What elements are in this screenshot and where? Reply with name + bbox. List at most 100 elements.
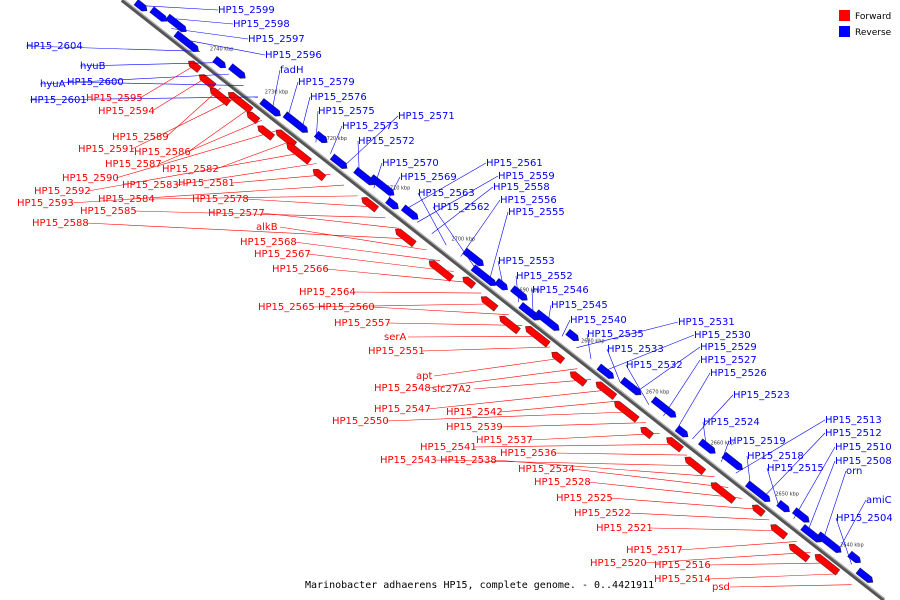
reverse-gene-label: fadH xyxy=(280,65,304,76)
reverse-gene-label: HP15_2572 xyxy=(358,136,415,147)
forward-gene-label: HP15_2567 xyxy=(254,249,311,260)
forward-gene-label: HP15_2583 xyxy=(122,180,179,191)
reverse-gene-label: HP15_2576 xyxy=(310,92,367,103)
reverse-gene-label: amiC xyxy=(866,495,892,506)
reverse-gene-label: HP15_2527 xyxy=(700,355,757,366)
reverse-gene-arrow xyxy=(619,376,642,396)
forward-gene-label: HP15_2589 xyxy=(112,132,169,143)
forward-gene-arrow xyxy=(361,197,380,213)
forward-gene-arrow xyxy=(312,168,327,182)
forward-gene-label: HP15_2591 xyxy=(78,144,135,155)
forward-leader-line xyxy=(433,459,701,467)
reverse-gene-arrow xyxy=(816,531,842,553)
reverse-gene-arrow xyxy=(744,480,771,502)
reverse-gene-label: HP15_2571 xyxy=(398,111,455,122)
forward-gene-label: slc27A2 xyxy=(432,384,471,395)
forward-gene-arrow xyxy=(569,371,588,387)
forward-leader-line xyxy=(729,584,852,588)
reverse-gene-label: HP15_2540 xyxy=(570,315,627,326)
reverse-gene-label: HP15_2532 xyxy=(626,360,683,371)
reverse-gene-arrow xyxy=(282,111,309,133)
reverse-gene-label: HP15_2515 xyxy=(767,463,824,474)
forward-gene-label: HP15_2586 xyxy=(134,147,191,158)
reverse-leader-line xyxy=(836,499,867,554)
reverse-leader-line xyxy=(25,45,201,52)
reverse-leader-line xyxy=(677,372,711,428)
reverse-leader-line xyxy=(272,69,281,109)
forward-leader-line xyxy=(387,322,523,326)
reverse-gene-label: HP15_2562 xyxy=(433,202,490,213)
reverse-leader-line xyxy=(764,432,826,497)
reverse-gene-label: HP15_2545 xyxy=(551,300,608,311)
reverse-leader-line xyxy=(66,81,244,86)
reverse-gene-label: HP15_2561 xyxy=(486,158,543,169)
genome-caption: Marinobacter adhaerens HP15, complete ge… xyxy=(305,580,654,591)
reverse-gene-arrow xyxy=(313,130,328,144)
reverse-gene-arrow xyxy=(776,499,790,513)
forward-gene-arrow xyxy=(525,326,551,348)
reverse-gene-label: HP15_2569 xyxy=(400,172,457,183)
reverse-leader-line xyxy=(497,260,505,291)
reverse-gene-arrow xyxy=(462,247,484,267)
forward-gene-arrow xyxy=(188,60,202,73)
forward-leader-line xyxy=(427,368,578,389)
reverse-leader-line xyxy=(142,5,219,11)
reverse-gene-label: orn xyxy=(846,466,862,477)
reverse-leader-line xyxy=(29,96,259,101)
reverse-gene-label: HP15_2599 xyxy=(218,5,275,16)
reverse-leader-line xyxy=(606,348,621,383)
forward-leader-line xyxy=(151,195,358,200)
forward-gene-label: HP15_2590 xyxy=(62,173,119,184)
forward-leader-line xyxy=(627,512,770,521)
forward-leader-line xyxy=(707,562,825,566)
reverse-gene-label: HP15_2601 xyxy=(30,95,87,106)
reverse-gene-arrow xyxy=(791,507,810,523)
reverse-gene-arrow xyxy=(385,197,399,210)
forward-gene-label: HP15_2536 xyxy=(500,448,557,459)
forward-leader-line xyxy=(385,411,633,422)
forward-gene-arrow xyxy=(499,315,521,335)
forward-leader-line xyxy=(325,268,468,283)
forward-gene-label: HP15_2585 xyxy=(80,206,137,217)
forward-leader-line xyxy=(231,173,331,184)
forward-gene-label: serA xyxy=(384,332,406,343)
reverse-gene-arrow xyxy=(509,285,528,301)
forward-gene-label: HP15_2543 xyxy=(380,455,437,466)
reverse-leader-line xyxy=(746,455,751,485)
forward-gene-label: HP15_2547 xyxy=(374,404,431,415)
forward-gene-label: HP15_2548 xyxy=(374,383,431,394)
reverse-gene-label: HP15_2597 xyxy=(248,34,305,45)
reverse-gene-label: HP15_2510 xyxy=(835,442,892,453)
kbp-tick-label: 2730 kbp xyxy=(265,90,289,96)
forward-leader-line xyxy=(165,87,221,138)
forward-leader-line xyxy=(261,212,400,229)
forward-leader-line xyxy=(115,130,276,179)
forward-gene-label: HP15_2587 xyxy=(105,159,162,170)
reverse-leader-line xyxy=(793,446,836,519)
forward-leader-line xyxy=(352,291,482,294)
forward-gene-arrow xyxy=(198,74,217,90)
reverse-gene-label: HP15_2535 xyxy=(587,329,644,340)
reverse-leader-line xyxy=(171,28,249,40)
forward-gene-label: HP15_2557 xyxy=(334,318,391,329)
reverse-gene-label: HP15_2526 xyxy=(710,368,767,379)
reverse-gene-label: HP15_2579 xyxy=(298,77,355,88)
forward-legend-label: Forward xyxy=(855,12,891,22)
forward-leader-line xyxy=(707,573,838,580)
reverse-leader-line xyxy=(417,175,499,223)
reverse-gene-label: HP15_2513 xyxy=(825,415,882,426)
forward-gene-arrow xyxy=(752,504,766,517)
reverse-gene-label: HP15_2552 xyxy=(516,271,573,282)
reverse-leader-line xyxy=(531,289,534,314)
reverse-gene-arrow xyxy=(650,396,677,418)
legend: Forward Reverse xyxy=(839,10,892,38)
reverse-gene-label: HP15_2512 xyxy=(825,428,882,439)
reverse-leader-line xyxy=(431,186,494,234)
reverse-gene-arrow xyxy=(596,363,615,379)
reverse-leader-line xyxy=(702,421,708,451)
forward-gene-label: HP15_2525 xyxy=(556,493,613,504)
forward-gene-label: HP15_2564 xyxy=(299,287,356,298)
kbp-tick-label: 2740 kbp xyxy=(210,47,234,53)
reverse-gene-label: HP15_2600 xyxy=(67,77,124,88)
